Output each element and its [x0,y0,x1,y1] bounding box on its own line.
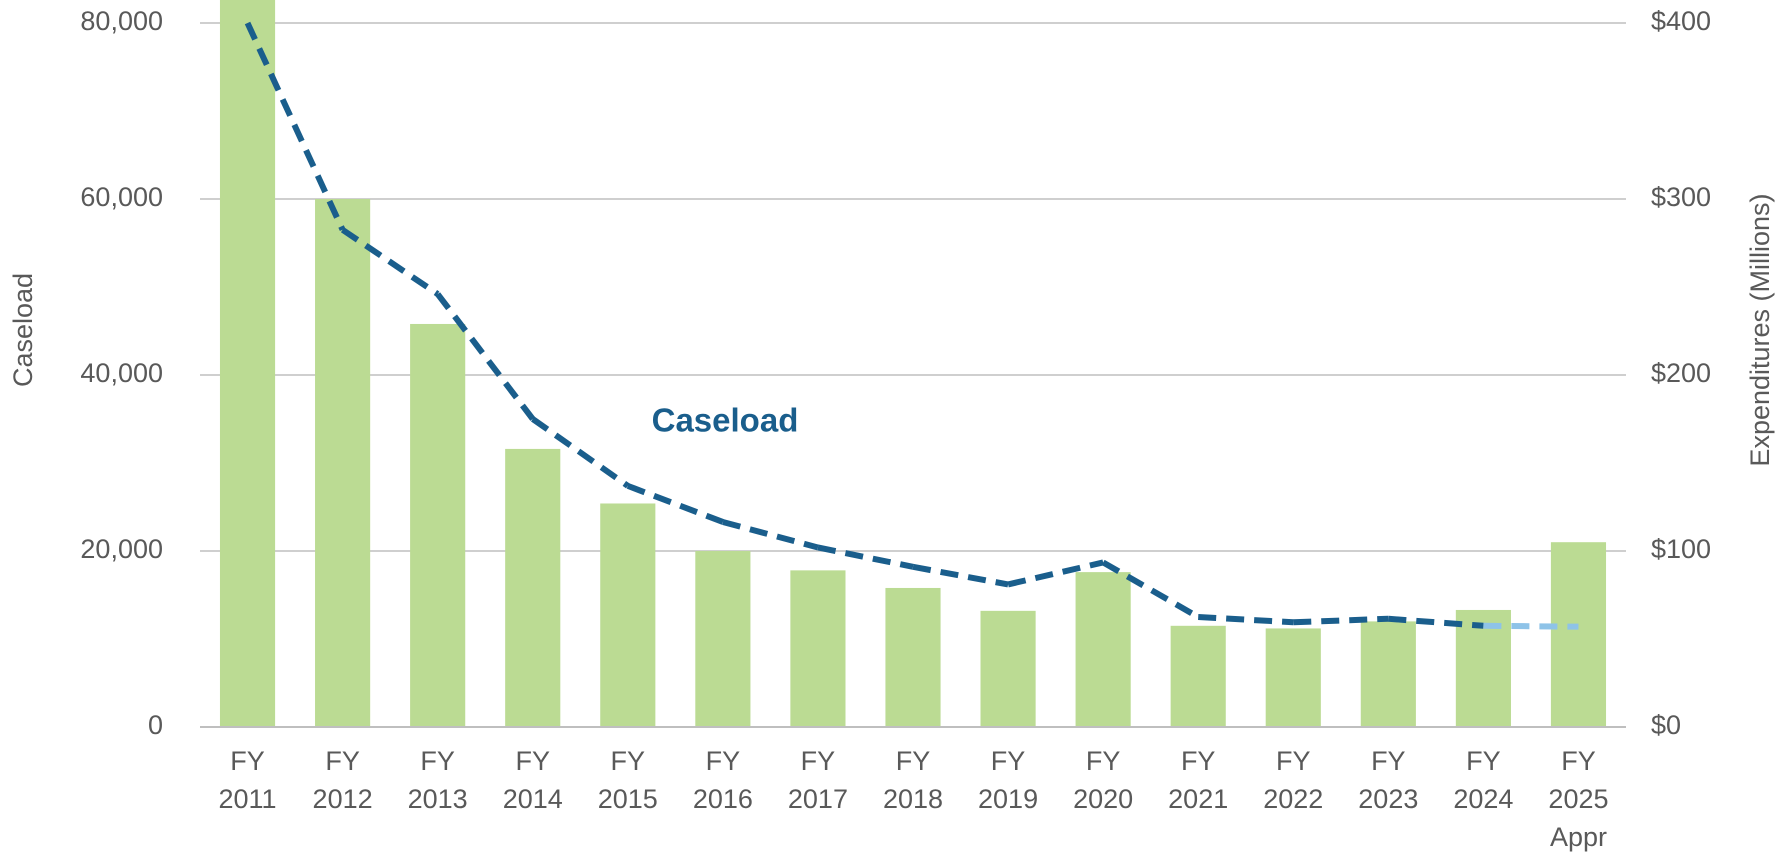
bar [505,448,561,727]
y2-tick-label: $200 [1651,358,1711,388]
y-axis-title: Caseload [8,273,38,387]
line-segment [722,519,819,551]
x-tick-line: FY [515,746,550,776]
x-tick-label: FY 2022 [1263,746,1323,814]
bar [600,503,656,727]
line-segment [817,544,914,570]
x-tick-line: Appr [1550,822,1607,852]
line-segment [1007,559,1104,588]
x-tick-line: FY [1181,746,1216,776]
y2-tick-label: $0 [1651,710,1681,740]
line-segment [1388,615,1484,629]
x-tick-line: FY [325,746,360,776]
x-tick-line: 2012 [313,784,373,814]
x-tick-line: 2021 [1168,784,1228,814]
x-tick-line: FY [1086,746,1121,776]
x-tick-line: FY [1371,746,1406,776]
x-tick-label: FY 2011 [219,746,277,814]
bar [219,0,276,727]
x-tick-line: 2019 [978,784,1038,814]
y-tick-label: 40,000 [80,358,163,388]
y2-tick-label: $400 [1651,6,1711,36]
x-tick-line: 2013 [408,784,468,814]
x-tick-label: FY 2024 [1453,746,1513,814]
x-tick-line: FY [991,746,1026,776]
bar [885,587,941,727]
y-tick-label: 60,000 [80,182,163,212]
x-tick-line: 2014 [503,784,563,814]
line-segment [912,563,1009,588]
bar [410,323,466,727]
x-tick-line: 2024 [1453,784,1513,814]
x-tick-label: FY 2023 [1358,746,1418,814]
y2-axis-title: Expenditures (Millions) [1745,193,1775,466]
y-tick-label: 80,000 [80,6,163,36]
x-tick-line: FY [706,746,741,776]
bar [1265,628,1321,727]
x-tick-line: FY [801,746,836,776]
line-segment [626,483,724,525]
annotation: Caseload [652,402,799,439]
x-tick-line: FY [896,746,931,776]
x-tick-line: FY [1466,746,1501,776]
line-segment [340,227,440,297]
line-segment [1198,614,1294,626]
y-tick-label: 0 [148,710,163,740]
bar [1550,542,1607,727]
x-tick-line: 2020 [1073,784,1133,814]
x-tick-line: 2015 [598,784,658,814]
line-segment [1293,615,1389,626]
x-tick-line: FY [611,746,646,776]
bar [1455,609,1511,727]
x-tick-line: FY [1276,746,1311,776]
x-tick-label: FY 2019 [978,746,1038,814]
y2-tick-label: $300 [1651,182,1711,212]
bars [219,0,1607,727]
x-tick-line: 2018 [883,784,943,814]
x-tick-line: 2016 [693,784,753,814]
line [244,21,1579,630]
x-tick-line: FY [420,746,455,776]
bar [1075,572,1131,727]
line-segment [244,21,346,232]
x-tick-line: 2017 [788,784,848,814]
bar [695,551,751,727]
line-segment [1483,622,1579,630]
y-tick-label: 20,000 [80,534,163,564]
line-segment [1101,559,1200,620]
bar [1170,625,1226,727]
x-tick-label: FY 2013 [408,746,468,814]
x-tick-label: FY 2018 [883,746,943,814]
bar [315,199,371,727]
x-tick-line: 2011 [219,784,277,814]
x-tick-label: FY 2012 [313,746,373,814]
x-tick-line: FY [1561,746,1596,776]
line-segment [531,416,630,489]
x-tick-label: FY 2025 Appr [1548,746,1608,852]
x-tick-label: FY 2016 [693,746,753,814]
y2-tick-label: $100 [1651,534,1711,564]
x-tick-line: FY [230,746,265,776]
x-tick-line: 2025 [1548,784,1608,814]
x-tick-label: FY 2014 [503,746,563,814]
x-tick-label: FY 2020 [1073,746,1133,814]
x-tick-label: FY 2021 [1168,746,1228,814]
x-tick-label: FY 2015 [598,746,658,814]
x-tick-label: FY 2017 [788,746,848,814]
bar [980,610,1036,727]
bar [790,570,846,727]
x-tick-line: 2022 [1263,784,1323,814]
x-tick-line: 2023 [1358,784,1418,814]
bar [1360,621,1416,727]
